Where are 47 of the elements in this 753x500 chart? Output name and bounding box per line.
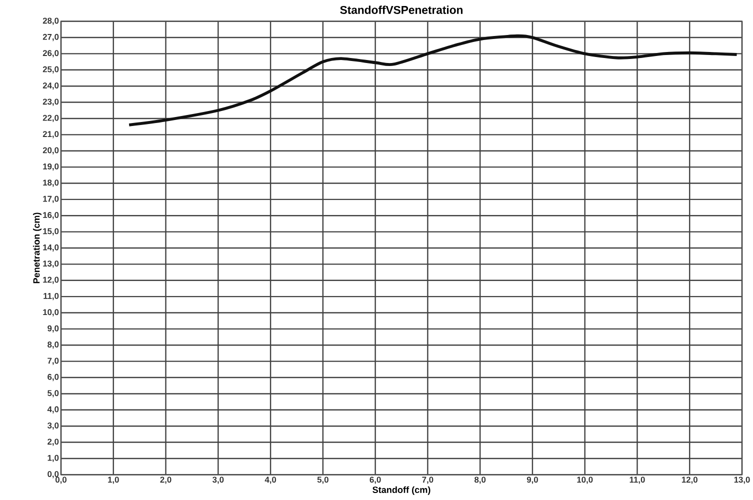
y-tick-label: 0,0 — [48, 471, 59, 478]
y-tick-label: 26,0 — [42, 50, 59, 58]
line-series — [128, 34, 738, 126]
y-tick-label: 4,0 — [47, 406, 59, 414]
chart-title: StandoffVSPenetration — [340, 6, 462, 14]
y-tick-label: 21,0 — [42, 131, 59, 138]
y-tick-label: 25,0 — [42, 66, 59, 74]
y-tick-label: 18,0 — [43, 180, 59, 187]
y-tick-label: 24,0 — [42, 82, 59, 90]
x-tick-label: 0,0 — [55, 476, 66, 484]
y-tick-label: 20,0 — [42, 147, 59, 154]
y-tick-label: 6,0 — [48, 374, 59, 382]
x-tick-label: 12,0 — [682, 476, 698, 484]
y-tick-label: 5,0 — [48, 390, 59, 398]
y-tick-label: 14,0 — [43, 244, 59, 252]
y-tick-label: 11,0 — [44, 292, 59, 300]
y-tick-label: 22,0 — [42, 114, 59, 122]
y-tick-label: 3,0 — [47, 422, 59, 430]
y-tick-label: 15,0 — [43, 228, 59, 236]
x-tick-label: 11,0 — [630, 476, 645, 484]
y-tick-label: 7,0 — [48, 358, 59, 365]
y-axis-title: Penetration (cm) — [33, 212, 42, 284]
y-tick-label: 13,0 — [43, 260, 59, 268]
y-tick-label: 9,0 — [48, 325, 59, 333]
y-tick-label: 12,0 — [43, 276, 59, 284]
y-tick-label: 17,0 — [43, 196, 59, 204]
x-tick-label: 1,0 — [108, 476, 119, 484]
x-axis-title: Standoff (cm) — [372, 486, 430, 495]
x-tick-label: 6,0 — [370, 476, 381, 484]
y-tick-label: 1,0 — [48, 454, 59, 462]
y-tick-label: 10,0 — [43, 309, 59, 316]
y-tick-label: 16,0 — [43, 212, 59, 220]
x-tick-label: 7,0 — [422, 476, 434, 484]
y-tick-label: 19,0 — [43, 163, 59, 171]
x-tick-label: 13,0 — [734, 476, 750, 484]
x-tick-label: 8,0 — [474, 476, 486, 484]
x-tick-label: 4,0 — [264, 476, 276, 484]
x-tick-label: 3,0 — [212, 476, 224, 484]
x-tick-label: 5,0 — [317, 476, 328, 484]
y-tick-label: 2,0 — [48, 438, 59, 446]
y-tick-label: 23,0 — [42, 98, 59, 106]
x-tick-label: 9,0 — [526, 476, 538, 484]
y-tick-label: 8,0 — [48, 342, 59, 349]
y-tick-label: 27,0 — [42, 34, 59, 42]
x-tick-label: 2,0 — [160, 476, 172, 484]
y-tick-label: 28,0 — [42, 18, 59, 25]
x-tick-label: 10,0 — [577, 476, 593, 484]
